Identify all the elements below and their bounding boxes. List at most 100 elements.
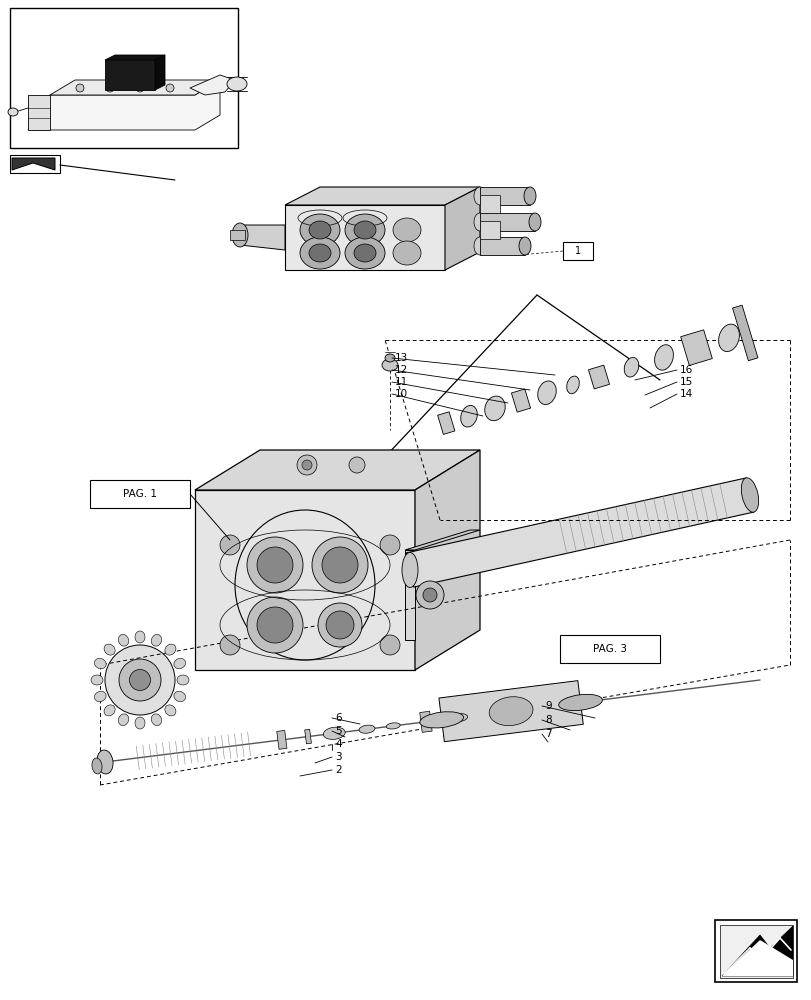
Ellipse shape xyxy=(118,714,129,726)
Circle shape xyxy=(106,84,114,92)
Bar xyxy=(230,230,245,240)
Ellipse shape xyxy=(624,357,638,377)
Polygon shape xyxy=(12,158,55,170)
Ellipse shape xyxy=(323,727,345,739)
Text: PAG. 1: PAG. 1 xyxy=(122,489,157,499)
Bar xyxy=(560,635,659,663)
Polygon shape xyxy=(511,389,530,412)
Circle shape xyxy=(105,645,175,715)
Ellipse shape xyxy=(151,714,161,726)
Ellipse shape xyxy=(299,214,340,246)
Polygon shape xyxy=(419,711,431,732)
Ellipse shape xyxy=(558,694,602,711)
Circle shape xyxy=(297,455,316,475)
Ellipse shape xyxy=(537,381,556,404)
Polygon shape xyxy=(479,221,500,239)
Polygon shape xyxy=(719,925,792,978)
Ellipse shape xyxy=(94,658,106,669)
Ellipse shape xyxy=(232,223,247,247)
Ellipse shape xyxy=(474,237,486,255)
Circle shape xyxy=(325,611,354,639)
Polygon shape xyxy=(50,80,220,95)
Circle shape xyxy=(318,603,362,647)
Ellipse shape xyxy=(523,187,535,205)
Circle shape xyxy=(302,460,311,470)
Circle shape xyxy=(349,457,365,473)
Ellipse shape xyxy=(518,237,530,255)
Circle shape xyxy=(76,84,84,92)
Polygon shape xyxy=(444,187,479,270)
Text: 11: 11 xyxy=(394,377,408,387)
Ellipse shape xyxy=(384,354,394,362)
Polygon shape xyxy=(588,365,609,389)
Polygon shape xyxy=(155,55,165,90)
Ellipse shape xyxy=(8,108,18,116)
Circle shape xyxy=(129,670,150,690)
Text: 3: 3 xyxy=(335,752,341,762)
Ellipse shape xyxy=(460,405,477,427)
Circle shape xyxy=(165,84,174,92)
Polygon shape xyxy=(721,926,792,976)
Text: 7: 7 xyxy=(544,729,551,739)
Ellipse shape xyxy=(165,705,176,716)
Text: 5: 5 xyxy=(335,726,341,736)
Polygon shape xyxy=(479,213,534,231)
Polygon shape xyxy=(105,55,165,60)
Text: 6: 6 xyxy=(335,713,341,723)
Polygon shape xyxy=(285,187,479,205)
Polygon shape xyxy=(405,530,479,550)
Bar xyxy=(714,920,796,982)
Polygon shape xyxy=(105,60,155,90)
Ellipse shape xyxy=(381,359,397,371)
Polygon shape xyxy=(277,730,286,749)
Ellipse shape xyxy=(94,691,106,702)
Ellipse shape xyxy=(165,644,176,655)
Ellipse shape xyxy=(92,758,102,774)
Polygon shape xyxy=(406,478,753,587)
Ellipse shape xyxy=(309,244,331,262)
Ellipse shape xyxy=(386,723,400,729)
Polygon shape xyxy=(240,225,285,250)
Circle shape xyxy=(380,635,400,655)
Text: 10: 10 xyxy=(394,389,408,399)
Polygon shape xyxy=(479,195,500,213)
Ellipse shape xyxy=(566,376,578,394)
Polygon shape xyxy=(195,450,479,490)
Text: 2: 2 xyxy=(335,765,341,775)
Ellipse shape xyxy=(299,237,340,269)
Ellipse shape xyxy=(177,675,189,685)
Polygon shape xyxy=(439,681,582,742)
Bar xyxy=(10,8,238,148)
Polygon shape xyxy=(405,550,414,640)
Polygon shape xyxy=(479,187,530,205)
Circle shape xyxy=(135,84,144,92)
Ellipse shape xyxy=(401,552,418,587)
Bar xyxy=(90,480,190,508)
Polygon shape xyxy=(721,940,792,976)
Ellipse shape xyxy=(174,691,186,702)
Ellipse shape xyxy=(345,214,384,246)
Polygon shape xyxy=(304,729,311,744)
Bar xyxy=(10,155,60,173)
Circle shape xyxy=(415,581,444,609)
Circle shape xyxy=(423,588,436,602)
Circle shape xyxy=(257,607,293,643)
Ellipse shape xyxy=(449,714,467,722)
Ellipse shape xyxy=(484,396,504,421)
Ellipse shape xyxy=(654,345,672,370)
Text: 12: 12 xyxy=(394,365,408,375)
Ellipse shape xyxy=(118,634,129,646)
Ellipse shape xyxy=(393,218,420,242)
Polygon shape xyxy=(437,412,454,434)
Circle shape xyxy=(380,535,400,555)
Circle shape xyxy=(220,635,240,655)
Ellipse shape xyxy=(104,705,115,716)
Ellipse shape xyxy=(740,478,757,512)
Ellipse shape xyxy=(358,725,375,733)
Polygon shape xyxy=(479,237,525,255)
Ellipse shape xyxy=(393,241,420,265)
Circle shape xyxy=(322,547,358,583)
Ellipse shape xyxy=(309,221,331,239)
Ellipse shape xyxy=(151,634,161,646)
Circle shape xyxy=(257,547,293,583)
